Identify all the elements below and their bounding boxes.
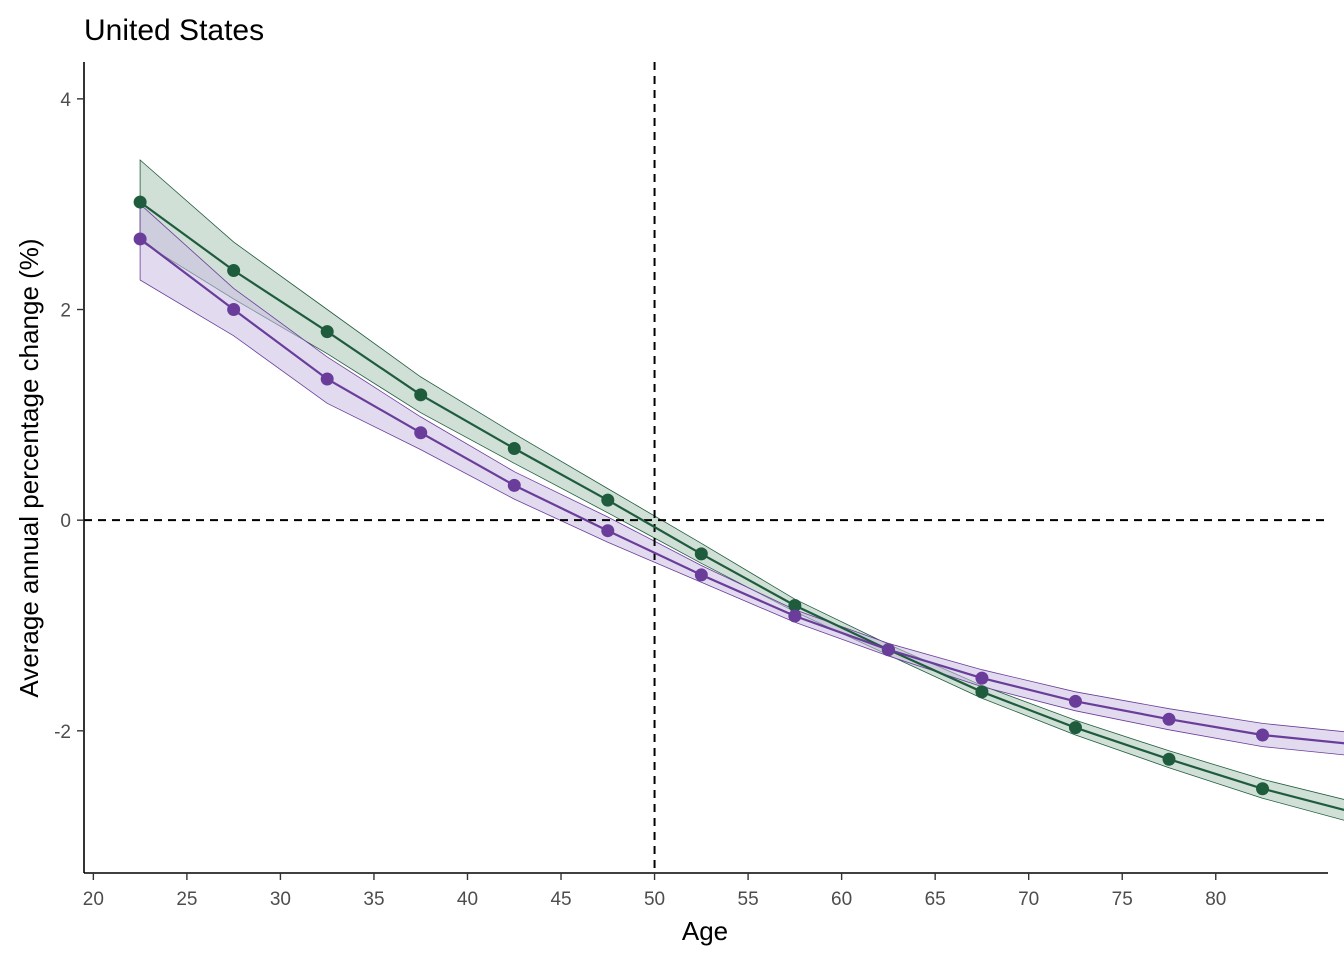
data-point-s2-7 [694,568,708,582]
data-point-s2-4 [414,426,428,440]
x-tick-label-40: 40 [457,889,478,910]
x-tick-label-60: 60 [831,889,852,910]
series-lines [139,201,1344,811]
y-tick-label-4: 4 [60,90,71,111]
data-point-s2-6 [601,524,615,538]
x-tick-label-75: 75 [1112,889,1133,910]
axes [83,62,1328,874]
data-point-s1-13 [1256,782,1270,796]
x-tick-label-50: 50 [644,889,665,910]
data-point-s2-5 [507,478,521,492]
series-line-1 [139,201,1344,811]
data-point-s1-4 [414,388,428,402]
data-point-s1-11 [1068,721,1082,735]
y-tick-label-2: 2 [60,301,71,322]
x-tick-label-30: 30 [270,889,291,910]
data-point-s1-12 [1162,752,1176,766]
y-tick-label-0: 0 [60,511,71,532]
x-tick-label-80: 80 [1205,889,1226,910]
x-tick-label-65: 65 [925,889,946,910]
data-point-s1-3 [320,325,334,339]
x-tick-label-20: 20 [83,889,104,910]
chart-title: United States [84,14,264,47]
data-point-s1-7 [694,547,708,561]
data-point-s2-8 [788,609,802,623]
ticks: 20 25 30 35 40 45 50 55 60 65 70 75 80 -2 0 2 4 [54,90,1226,910]
x-tick-label-35: 35 [363,889,384,910]
data-point-s2-11 [1068,694,1082,708]
x-axis-label: Age [682,916,728,946]
series-line-2 [139,238,1344,745]
confidence-bands [139,159,1344,821]
x-tick-label-45: 45 [550,889,571,910]
data-point-s2-1 [133,232,147,246]
data-point-s1-8 [788,598,802,612]
y-tick-label--2: -2 [54,722,71,743]
data-point-s2-9 [881,643,895,657]
x-tick-label-25: 25 [176,889,197,910]
data-point-s2-13 [1256,728,1270,742]
confidence-band-2 [139,203,1344,756]
series-points [133,195,1270,796]
confidence-band-1 [139,159,1344,821]
data-point-s2-3 [320,372,334,386]
data-point-s1-5 [507,442,521,456]
data-point-s2-12 [1162,712,1176,726]
data-point-s2-10 [975,671,989,685]
data-point-s2-2 [227,303,241,317]
data-point-s1-1 [133,195,147,209]
reference-lines [84,62,1328,873]
data-point-s1-10 [975,685,989,699]
x-tick-label-70: 70 [1018,889,1039,910]
data-point-s1-2 [227,264,241,278]
y-axis-label: Average annual percentage change (%) [14,238,44,697]
data-point-s1-6 [601,493,615,507]
x-tick-label-55: 55 [738,889,759,910]
